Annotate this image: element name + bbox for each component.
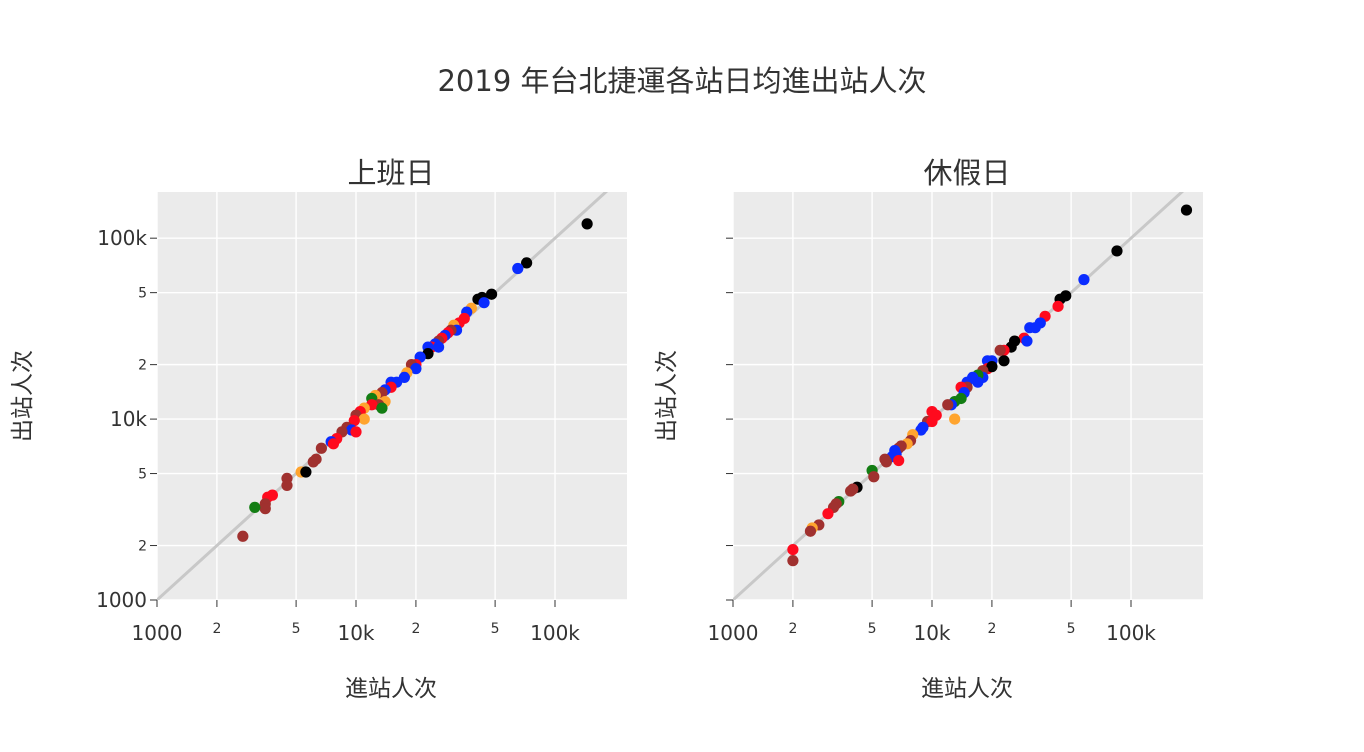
data-point: [893, 454, 905, 467]
data-point: [868, 471, 880, 483]
x-tick-label: 10k: [913, 621, 950, 645]
data-point: [804, 525, 817, 537]
y-tick-label: 1000: [96, 588, 147, 612]
x-axis-title-holiday: 進站人次: [921, 676, 1013, 702]
data-point: [432, 341, 445, 353]
x-tick-label: 100k: [530, 621, 580, 645]
chart-title: 2019 年台北捷運各站日均進出站人次: [437, 64, 926, 98]
plot-area: 1000 2 5 10k 2 5 100k 1000 2 5 10k 2 5 100k: [96, 192, 627, 645]
data-point: [259, 503, 271, 515]
plot-area: 1000 2 5 10k 2 5 100k: [708, 192, 1203, 645]
y-tick-label: 100k: [97, 226, 147, 250]
data-point: [915, 424, 927, 436]
data-point: [998, 355, 1010, 367]
y-axis-title-holiday: 出站人次: [654, 350, 680, 442]
data-point: [281, 479, 293, 491]
data-point: [986, 361, 998, 373]
x-tick-label: 2: [788, 621, 797, 637]
data-point: [478, 297, 490, 309]
y-axis-title-workday: 出站人次: [10, 350, 36, 442]
data-point: [521, 257, 533, 269]
data-point: [1078, 274, 1090, 286]
data-point: [1180, 204, 1193, 216]
data-point: [358, 413, 370, 425]
x-tick-label: 2: [212, 621, 221, 637]
x-tick-label: 10k: [337, 621, 374, 645]
x-tick-label: 2: [987, 621, 996, 637]
panel-title-holiday: 休假日: [923, 156, 1010, 190]
data-point: [1021, 335, 1033, 347]
data-point: [845, 485, 857, 497]
data-point: [1052, 300, 1064, 312]
data-point: [249, 501, 261, 513]
data-point: [410, 363, 422, 375]
data-point: [926, 415, 938, 428]
x-tick-label: 1000: [708, 621, 759, 645]
data-point: [994, 344, 1006, 356]
data-point: [787, 543, 799, 556]
data-point: [1024, 322, 1036, 334]
data-point: [949, 413, 961, 425]
data-point: [327, 438, 340, 450]
panel-title-workday: 上班日: [347, 156, 434, 190]
panel-holiday: 1000 2 5 10k 2 5 100k 休假日 進站人次 出站人次: [654, 156, 1203, 702]
data-point: [237, 530, 249, 542]
data-point: [307, 456, 319, 468]
data-point: [942, 399, 954, 411]
y-tick-label: 5: [138, 467, 147, 483]
plot-background: [157, 192, 627, 600]
data-point: [485, 288, 498, 300]
data-point: [300, 466, 312, 478]
data-point: [315, 442, 327, 454]
y-tick-label: 10k: [110, 407, 147, 431]
x-axis-title-workday: 進站人次: [345, 676, 437, 702]
data-point: [348, 415, 360, 427]
data-point: [880, 456, 893, 468]
data-point: [376, 402, 388, 414]
x-tick-label: 5: [292, 621, 301, 637]
y-tick-label: 5: [138, 286, 147, 302]
x-tick-label: 5: [868, 621, 877, 637]
data-point: [972, 376, 984, 388]
x-tick-label: 5: [1067, 621, 1076, 637]
y-tick-label: 2: [138, 539, 147, 555]
x-tick-label: 2: [411, 621, 420, 637]
x-tick-label: 1000: [132, 621, 183, 645]
data-point: [512, 262, 524, 275]
y-tick-label: 2: [138, 358, 147, 374]
data-point: [1111, 245, 1123, 257]
data-point: [581, 218, 593, 230]
x-tick-label: 5: [491, 621, 500, 637]
data-point: [787, 555, 799, 567]
data-point: [822, 508, 834, 520]
data-point: [350, 426, 362, 438]
x-tick-label: 100k: [1106, 621, 1156, 645]
